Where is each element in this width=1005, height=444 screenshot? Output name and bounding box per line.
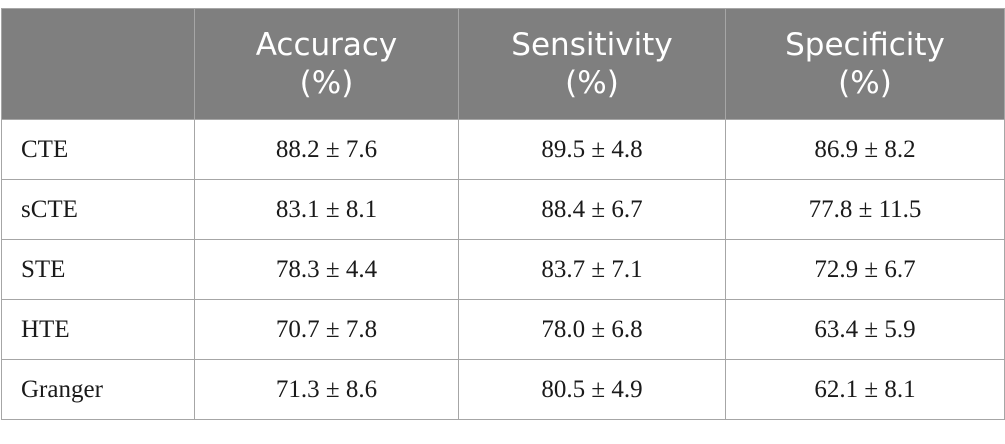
header-accuracy: Accuracy (%) xyxy=(194,8,459,120)
method-cell: CTE xyxy=(1,119,195,180)
sensitivity-cell: 78.0 ± 6.8 xyxy=(458,299,726,360)
header-sensitivity-unit: (%) xyxy=(565,65,619,101)
sensitivity-cell: 89.5 ± 4.8 xyxy=(458,119,726,180)
specificity-cell: 63.4 ± 5.9 xyxy=(725,299,1005,360)
method-cell: sCTE xyxy=(1,179,195,240)
header-specificity-title: Specificity xyxy=(785,27,945,63)
header-method xyxy=(1,8,195,120)
table-row: STE 78.3 ± 4.4 83.7 ± 7.1 72.9 ± 6.7 xyxy=(1,239,1005,300)
header-sensitivity: Sensitivity (%) xyxy=(458,8,726,120)
table-row: Granger 71.3 ± 8.6 80.5 ± 4.9 62.1 ± 8.1 xyxy=(1,359,1005,420)
specificity-cell: 72.9 ± 6.7 xyxy=(725,239,1005,300)
method-cell: HTE xyxy=(1,299,195,360)
specificity-cell: 77.8 ± 11.5 xyxy=(725,179,1005,240)
table-row: sCTE 83.1 ± 8.1 88.4 ± 6.7 77.8 ± 11.5 xyxy=(1,179,1005,240)
method-cell: STE xyxy=(1,239,195,300)
header-specificity-unit: (%) xyxy=(838,65,892,101)
header-accuracy-unit: (%) xyxy=(299,65,354,101)
header-accuracy-title: Accuracy xyxy=(255,27,398,63)
sensitivity-cell: 88.4 ± 6.7 xyxy=(458,179,726,240)
sensitivity-cell: 80.5 ± 4.9 xyxy=(458,359,726,420)
accuracy-cell: 88.2 ± 7.6 xyxy=(194,119,459,180)
specificity-cell: 86.9 ± 8.2 xyxy=(725,119,1005,180)
sensitivity-cell: 83.7 ± 7.1 xyxy=(458,239,726,300)
accuracy-cell: 83.1 ± 8.1 xyxy=(194,179,459,240)
header-sensitivity-title: Sensitivity xyxy=(511,27,673,63)
table-row: HTE 70.7 ± 7.8 78.0 ± 6.8 63.4 ± 5.9 xyxy=(1,299,1005,360)
header-specificity: Specificity (%) xyxy=(725,8,1005,120)
specificity-cell: 62.1 ± 8.1 xyxy=(725,359,1005,420)
accuracy-cell: 70.7 ± 7.8 xyxy=(194,299,459,360)
method-cell: Granger xyxy=(1,359,195,420)
results-table: Accuracy (%) Sensitivity (%) Specificity… xyxy=(1,8,1005,420)
table-row: CTE 88.2 ± 7.6 89.5 ± 4.8 86.9 ± 8.2 xyxy=(1,119,1005,180)
header-row: Accuracy (%) Sensitivity (%) Specificity… xyxy=(1,8,1005,120)
accuracy-cell: 71.3 ± 8.6 xyxy=(194,359,459,420)
accuracy-cell: 78.3 ± 4.4 xyxy=(194,239,459,300)
